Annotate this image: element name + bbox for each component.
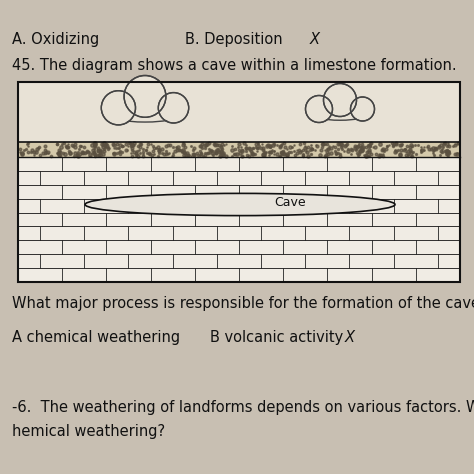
Ellipse shape	[85, 193, 395, 216]
Bar	[18, 82, 460, 282]
Bar	[18, 254, 460, 268]
Text: A chemical weathering: A chemical weathering	[12, 330, 180, 345]
Text: Cave: Cave	[274, 196, 306, 209]
Bar	[18, 268, 460, 282]
Ellipse shape	[310, 107, 370, 120]
Text: B. Deposition: B. Deposition	[185, 32, 283, 47]
Circle shape	[125, 76, 165, 116]
Bar	[18, 171, 460, 185]
Bar	[18, 227, 460, 240]
Text: B volcanic activity: B volcanic activity	[210, 330, 343, 345]
Text: What major process is responsible for the formation of the cave?: What major process is responsible for th…	[12, 296, 474, 311]
Bar	[18, 212, 460, 227]
Bar	[18, 157, 460, 171]
Circle shape	[102, 91, 135, 124]
Circle shape	[306, 96, 332, 122]
Circle shape	[351, 98, 374, 120]
Bar	[18, 82, 460, 142]
Bar	[18, 142, 460, 157]
Text: hemical weathering?: hemical weathering?	[12, 424, 165, 439]
Bar	[18, 199, 460, 212]
Ellipse shape	[107, 105, 183, 122]
Text: -6.  The weathering of landforms depends on various factors. W: -6. The weathering of landforms depends …	[12, 400, 474, 415]
Text: 45. The diagram shows a cave within a limestone formation.: 45. The diagram shows a cave within a li…	[12, 58, 456, 73]
Text: X: X	[345, 330, 355, 345]
Text: X: X	[310, 32, 320, 47]
Text: A. Oxidizing: A. Oxidizing	[12, 32, 99, 47]
Bar	[18, 240, 460, 254]
Circle shape	[324, 84, 356, 116]
Bar	[18, 185, 460, 199]
Circle shape	[159, 93, 188, 122]
